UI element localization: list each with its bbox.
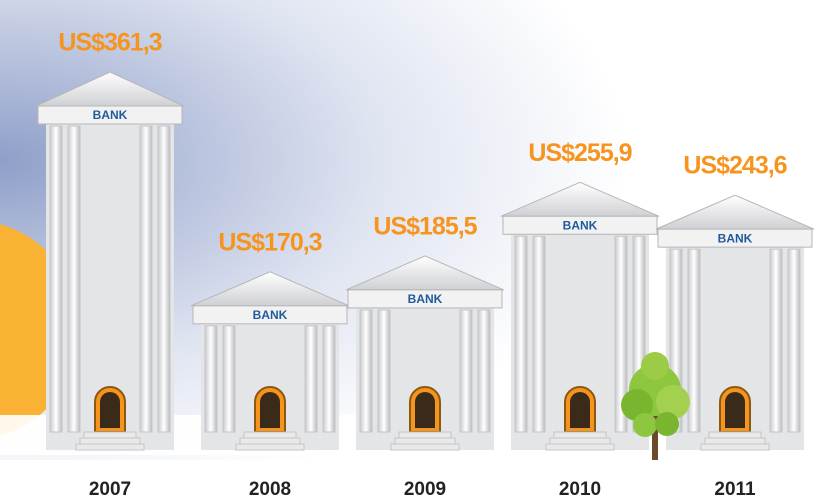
- column: [204, 325, 218, 433]
- building-label: BANK: [93, 108, 128, 122]
- x-tick-label: 2009: [404, 479, 446, 500]
- door-window: [100, 392, 120, 428]
- building-label: BANK: [718, 231, 753, 245]
- value-label: US$185,5: [373, 213, 477, 241]
- column: [222, 325, 236, 433]
- stair: [704, 437, 766, 445]
- building-band: [347, 289, 503, 309]
- building-band: [502, 215, 658, 235]
- column: [359, 309, 373, 433]
- column: [377, 309, 391, 433]
- building-label: BANK: [253, 308, 288, 322]
- building-band: [192, 305, 348, 325]
- building: BANK: [190, 271, 350, 451]
- x-tick-label: 2007: [89, 479, 131, 500]
- value-label: US$243,6: [683, 152, 786, 180]
- stair: [394, 437, 456, 445]
- stair: [708, 431, 762, 439]
- stair: [239, 437, 301, 445]
- column: [139, 125, 153, 433]
- stair: [390, 443, 460, 451]
- stair: [398, 431, 452, 439]
- column: [769, 248, 783, 433]
- building: BANK: [35, 71, 185, 451]
- x-tick-label: 2008: [249, 479, 291, 500]
- column: [477, 309, 491, 433]
- stair: [700, 443, 770, 451]
- stair: [549, 437, 611, 445]
- column: [304, 325, 318, 433]
- column: [532, 235, 546, 433]
- stair: [243, 431, 297, 439]
- door-window: [415, 392, 435, 428]
- column: [514, 235, 528, 433]
- column: [49, 125, 63, 433]
- building-band: [657, 228, 813, 248]
- stair: [545, 443, 615, 451]
- building-label: BANK: [563, 218, 598, 232]
- stair: [553, 431, 607, 439]
- building: BANK: [500, 181, 660, 451]
- column: [157, 125, 171, 433]
- column: [614, 235, 628, 433]
- column: [322, 325, 336, 433]
- building: BANK: [345, 255, 505, 451]
- stair: [235, 443, 305, 451]
- x-tick-label: 2011: [714, 479, 756, 500]
- value-label: US$170,3: [218, 228, 321, 256]
- x-tick-label: 2010: [559, 479, 601, 500]
- value-label: US$361,3: [58, 29, 161, 57]
- column: [459, 309, 473, 433]
- stair: [79, 437, 141, 445]
- door-window: [260, 392, 280, 428]
- door-window: [725, 392, 745, 428]
- value-label: US$255,9: [528, 139, 631, 167]
- stair: [75, 443, 145, 451]
- column: [67, 125, 81, 433]
- stair: [83, 431, 137, 439]
- building-band: [37, 105, 183, 125]
- column: [687, 248, 701, 433]
- tree: [621, 352, 690, 460]
- door-window: [570, 392, 590, 428]
- column: [787, 248, 801, 433]
- building-label: BANK: [408, 292, 443, 306]
